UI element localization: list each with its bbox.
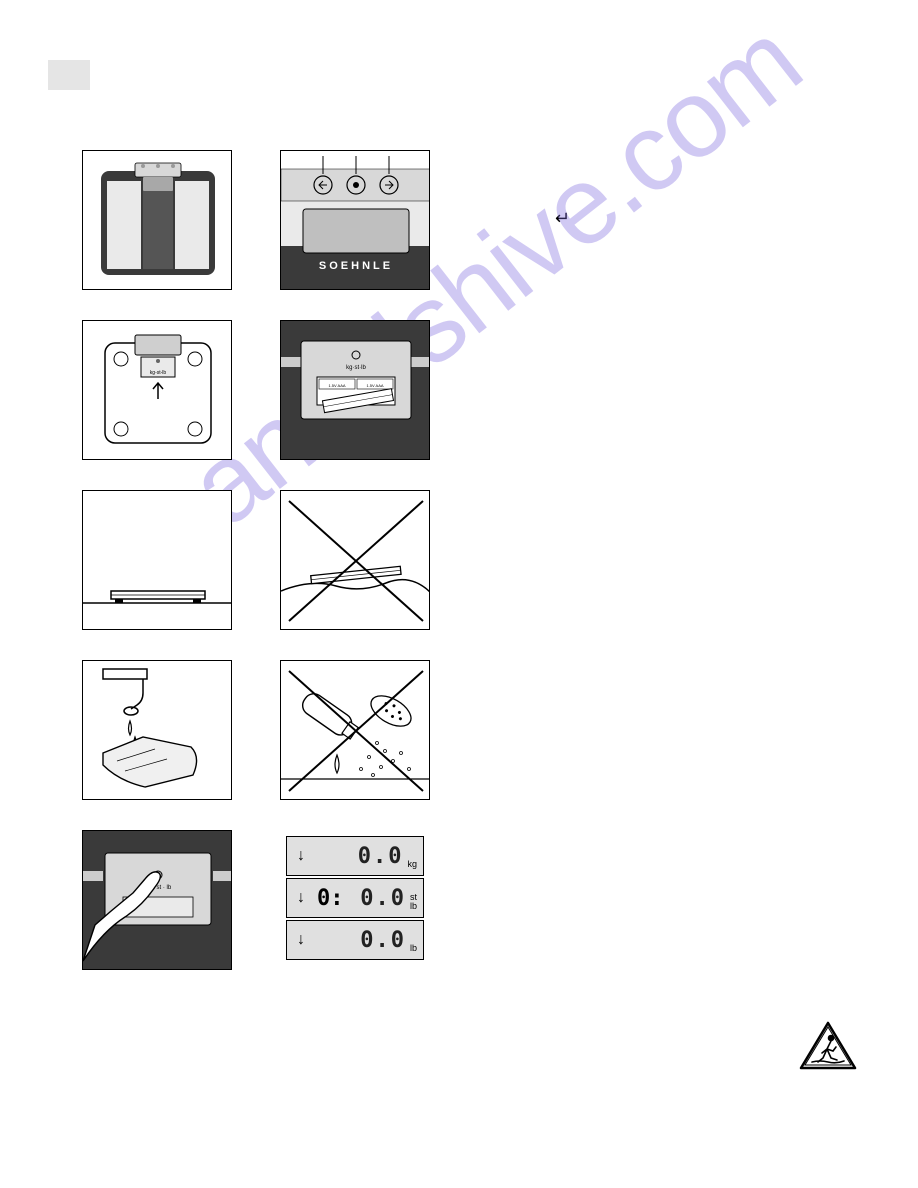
lcd-kg: ↓ 0.0 kg <box>286 836 424 876</box>
slip-hazard-icon <box>798 1020 858 1072</box>
figure-a2-display-buttons: SOEHNLE <box>280 150 430 290</box>
figure-c2-uneven-surface-no <box>280 490 430 630</box>
page-badge <box>48 60 90 90</box>
svg-text:1.5V AAA: 1.5V AAA <box>366 383 383 388</box>
figure-d2-no-abrasives <box>280 660 430 800</box>
lcd-kg-unit: kg <box>407 859 417 875</box>
switch-label: kg·st·lb <box>346 365 366 371</box>
svg-text:1.5V AAA: 1.5V AAA <box>328 383 345 388</box>
lcd-kg-value: 0.0 <box>358 844 404 869</box>
figure-row-b: kg-st-lb kg·st·lb 1.5V AAA 1.5V AAA <box>82 320 482 460</box>
lcd-stlb-value: 0.0 <box>360 886 406 911</box>
lcd-lb-unit: lb <box>410 943 417 959</box>
figure-row-c <box>82 490 482 630</box>
figure-b1-scale-back: kg-st-lb <box>82 320 232 460</box>
figure-row-e: kg · st · lb ↓ 0.0 kg ↓ 0: 0.0 st lb ↓ 0… <box>82 830 482 970</box>
arrow-down-icon: ↓ <box>297 847 305 865</box>
unit-label: kg-st-lb <box>150 370 167 376</box>
figure-a1-scale-front <box>82 150 232 290</box>
figure-c1-flat-surface <box>82 490 232 630</box>
lcd-stlb-unit: st lb <box>410 893 417 917</box>
lcd-lb-value: 0.0 <box>360 928 406 953</box>
figure-e2-lcd-units: ↓ 0.0 kg ↓ 0: 0.0 st lb ↓ 0.0 lb <box>280 830 430 970</box>
arrow-down-icon: ↓ <box>297 889 305 907</box>
lcd-lb: ↓ 0.0 lb <box>286 920 424 960</box>
figure-b2-battery-compartment: kg·st·lb 1.5V AAA 1.5V AAA <box>280 320 430 460</box>
figure-grid: SOEHNLE kg-st-lb <box>82 150 482 1000</box>
brand-label: SOEHNLE <box>319 260 393 272</box>
return-icon: ↵ <box>555 208 570 229</box>
figure-row-d <box>82 660 482 800</box>
lcd-stlb: ↓ 0: 0.0 st lb <box>286 878 424 918</box>
figure-e1-unit-switch: kg · st · lb <box>82 830 232 970</box>
lcd-prefix: 0: <box>317 886 344 911</box>
figure-d1-damp-cloth <box>82 660 232 800</box>
arrow-down-icon: ↓ <box>297 931 305 949</box>
figure-row-a: SOEHNLE <box>82 150 482 290</box>
